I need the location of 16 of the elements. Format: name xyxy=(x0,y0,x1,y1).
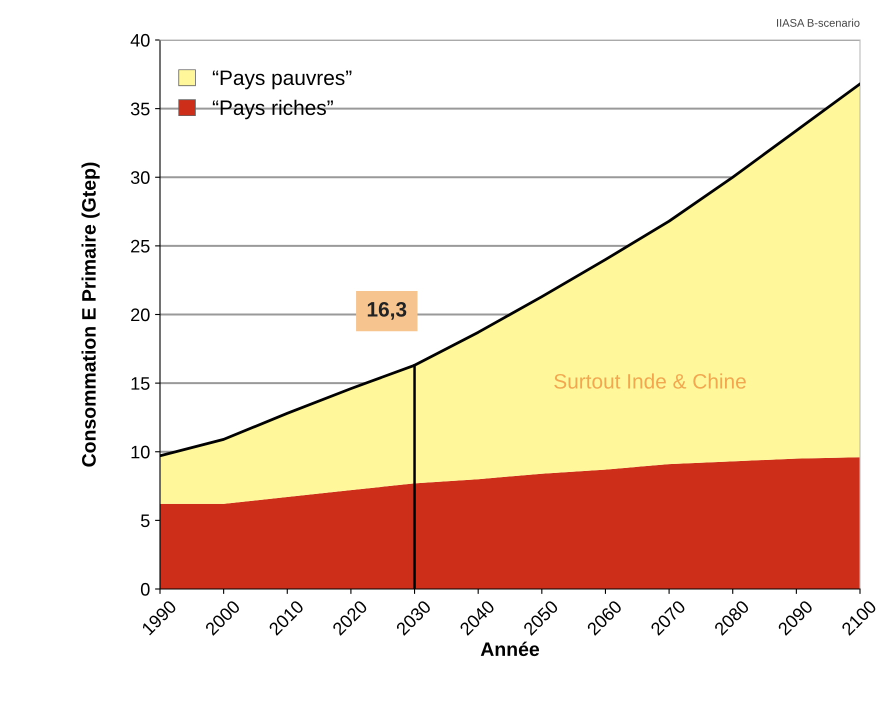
legend-label: “Pays riches” xyxy=(212,100,333,120)
text: IIASA B-scenario xyxy=(777,18,860,27)
y-tick-label: 30 xyxy=(130,171,150,184)
annotation: 16,3 xyxy=(368,302,406,320)
y-tick-label: 25 xyxy=(131,240,150,253)
y-tick-label: 40 xyxy=(130,34,150,47)
legend-label: “Pays pauvres” xyxy=(212,70,352,90)
y-tick-label: 20 xyxy=(131,308,150,322)
y-tick-label: 5 xyxy=(140,514,150,528)
annotation: Surtout Inde & Chine xyxy=(554,373,746,389)
y-tick-label: 35 xyxy=(130,102,150,116)
y-tick-label: 15 xyxy=(132,377,150,390)
y-axis-title: Consommation E Primaire (Gtep) xyxy=(82,162,100,467)
y-tick-label: 10 xyxy=(132,446,150,458)
x-axis-title: Année xyxy=(480,642,540,656)
y-tick-label: 0 xyxy=(140,582,150,596)
